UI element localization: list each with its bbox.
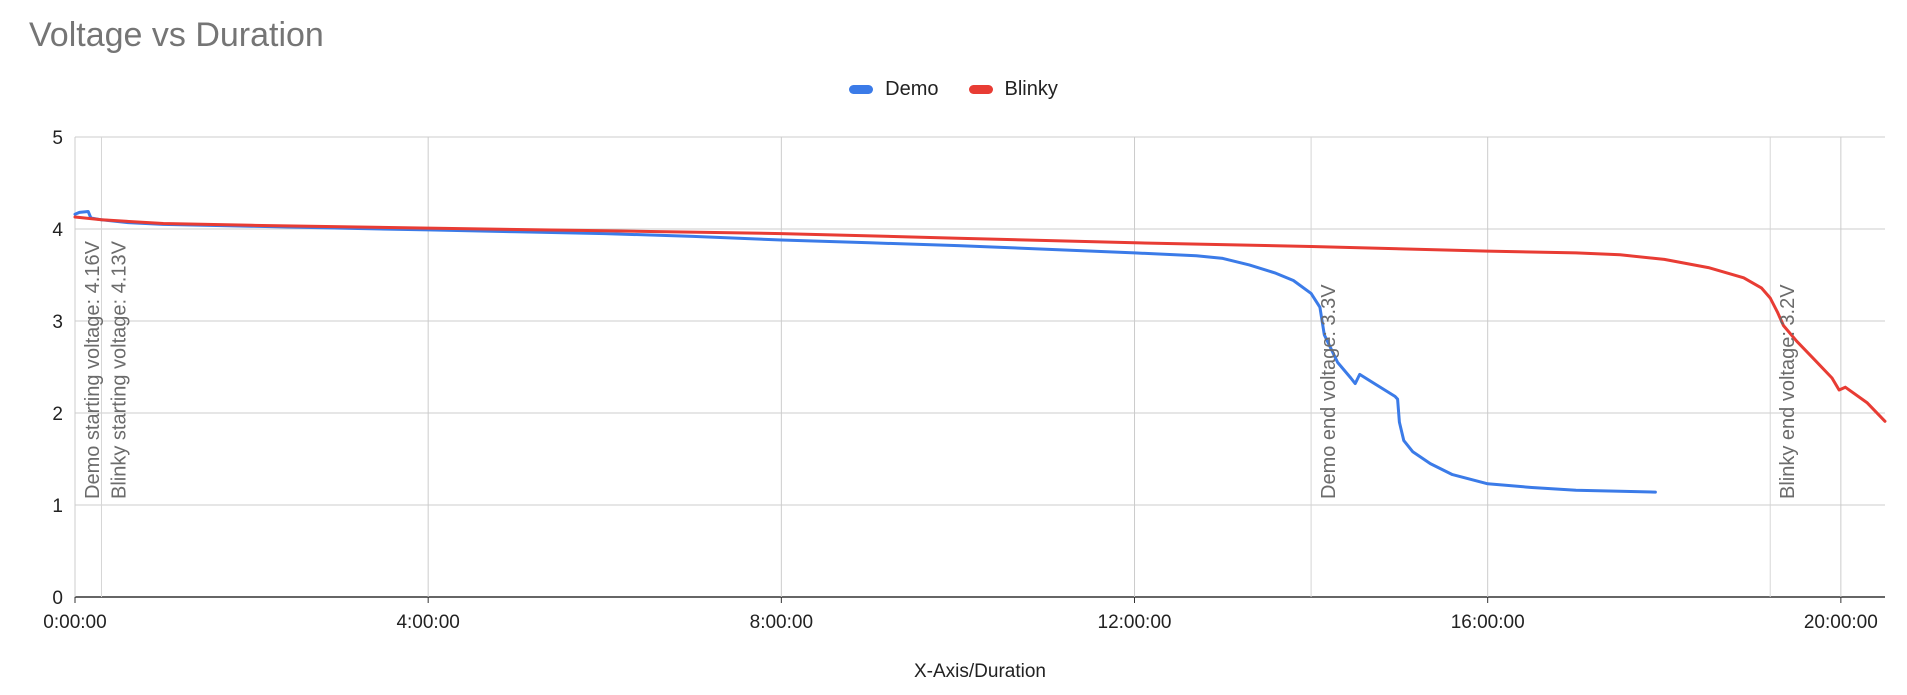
y-tick-label: 5	[52, 128, 63, 149]
chart-title: Voltage vs Duration	[29, 16, 324, 54]
legend-item-demo: Demo	[849, 78, 939, 101]
annotation-labels: Demo starting voltage: 4.16V Blinky start…	[82, 240, 1799, 499]
x-tick-label: 20:00:00	[1804, 612, 1878, 633]
legend-swatch	[968, 85, 993, 94]
y-tick-label: 0	[52, 588, 63, 609]
y-tick-label: 1	[52, 496, 63, 517]
y-tick-label: 3	[52, 312, 63, 333]
legend: Demo Blinky	[0, 78, 1907, 101]
legend-label: Demo	[885, 78, 939, 100]
y-tick-label: 4	[52, 220, 63, 241]
x-tick-label: 16:00:00	[1451, 612, 1525, 633]
tick-labels: 0 1 2 3 4 5 0:00:00 4:00:00 8:00:00 12:00:00 16:00…	[43, 128, 1878, 633]
x-tick-label: 8:00:00	[750, 612, 813, 633]
x-tick-label: 4:00:00	[396, 612, 459, 633]
annotation-label: Demo end voltage: 3.3V	[1318, 284, 1340, 499]
annotation-lines	[100, 137, 1771, 597]
grid-lines	[74, 136, 1885, 603]
series-line-demo	[73, 210, 1657, 494]
y-tick-label: 2	[52, 404, 63, 425]
annotation-label: Demo starting voltage: 4.16V	[82, 240, 104, 499]
x-tick-label: 0:00:00	[43, 612, 106, 633]
legend-label: Blinky	[1004, 78, 1058, 100]
legend-swatch	[849, 85, 874, 94]
series-lines	[73, 210, 1887, 494]
series-line-blinky	[73, 215, 1887, 423]
annotation-label: Blinky end voltage: 3.2V	[1777, 284, 1799, 499]
annotation-label: Blinky starting voltage: 4.13V	[108, 240, 130, 499]
x-tick-label: 12:00:00	[1098, 612, 1172, 633]
legend-item-blinky: Blinky	[968, 78, 1058, 101]
x-axis-title: X-Axis/Duration	[914, 661, 1046, 682]
